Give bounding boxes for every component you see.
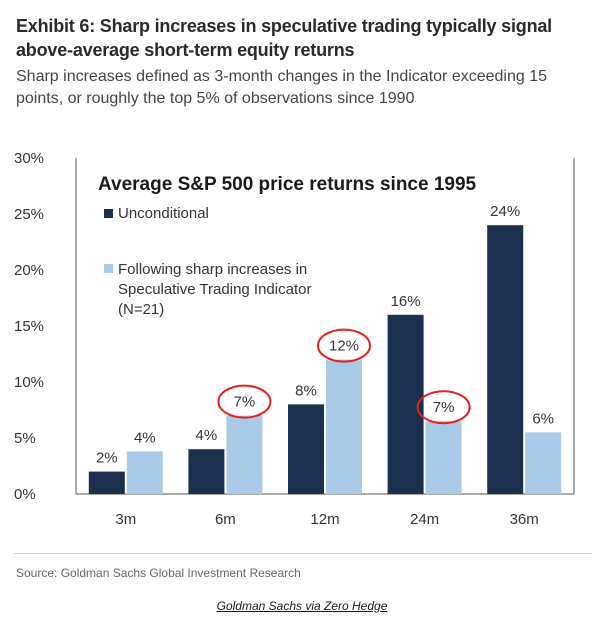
circle-annotation (416, 390, 471, 425)
bar-chart: 0% 5% 10% 15% 20% 25% 30% 2% 4% 3m 4% 7% 6m 8% 12% 12m 1… (14, 150, 575, 528)
divider (14, 553, 592, 554)
data-label-unconditional: 24% (490, 203, 520, 220)
bar-sharp-increase (326, 359, 362, 494)
data-label-sharp-increase: 7% (234, 394, 256, 411)
legend-swatch-unconditional (104, 209, 113, 218)
x-tick-label: 3m (115, 511, 136, 528)
circle-annotation (317, 328, 371, 363)
data-label-sharp-increase: 7% (433, 399, 455, 416)
y-tick-label: 15% (14, 318, 44, 335)
circle-annotation (217, 384, 272, 419)
legend-label-sharp-increase: Following sharp increases in (118, 261, 307, 278)
legend-label-sharp-increase: Speculative Trading Indicator (118, 281, 311, 298)
bar-unconditional (188, 449, 225, 494)
credit-link[interactable]: Goldman Sachs via Zero Hedge (216, 599, 388, 613)
legend-label-sharp-increase: (N=21) (118, 301, 164, 318)
x-tick-label: 24m (410, 511, 439, 528)
data-label-sharp-increase: 6% (532, 410, 554, 427)
data-label-sharp-increase: 12% (329, 338, 359, 355)
bar-sharp-increase (525, 432, 562, 494)
bar-sharp-increase (126, 451, 163, 494)
bar-unconditional (487, 225, 524, 494)
y-tick-label: 25% (14, 206, 44, 223)
legend-swatch-sharp-increase (104, 264, 113, 273)
data-label-unconditional: 16% (391, 293, 421, 310)
data-label-unconditional: 8% (295, 382, 317, 399)
legend-label-unconditional: Unconditional (118, 205, 209, 222)
source-note: Source: Goldman Sachs Global Investment … (16, 566, 301, 580)
y-tick-label: 5% (14, 430, 36, 447)
x-tick-label: 12m (310, 511, 339, 528)
data-label-unconditional: 4% (196, 427, 218, 444)
y-tick-label: 30% (14, 150, 44, 167)
bar-unconditional (88, 471, 125, 494)
y-tick-label: 10% (14, 374, 44, 391)
exhibit-subtitle: Sharp increases defined as 3-month chang… (16, 68, 548, 107)
y-tick-label: 0% (14, 486, 36, 503)
data-label-unconditional: 2% (96, 450, 118, 467)
y-tick-label: 20% (14, 262, 44, 279)
chart-title: Average S&P 500 price returns since 1995 (98, 174, 477, 195)
exhibit-title: Exhibit 6: Sharp increases in speculativ… (16, 16, 552, 60)
x-tick-label: 6m (215, 511, 236, 528)
x-tick-label: 36m (510, 511, 539, 528)
bar-sharp-increase (226, 415, 263, 494)
data-label-sharp-increase: 4% (134, 429, 156, 446)
bar-sharp-increase (425, 421, 462, 494)
bar-unconditional (288, 404, 324, 494)
